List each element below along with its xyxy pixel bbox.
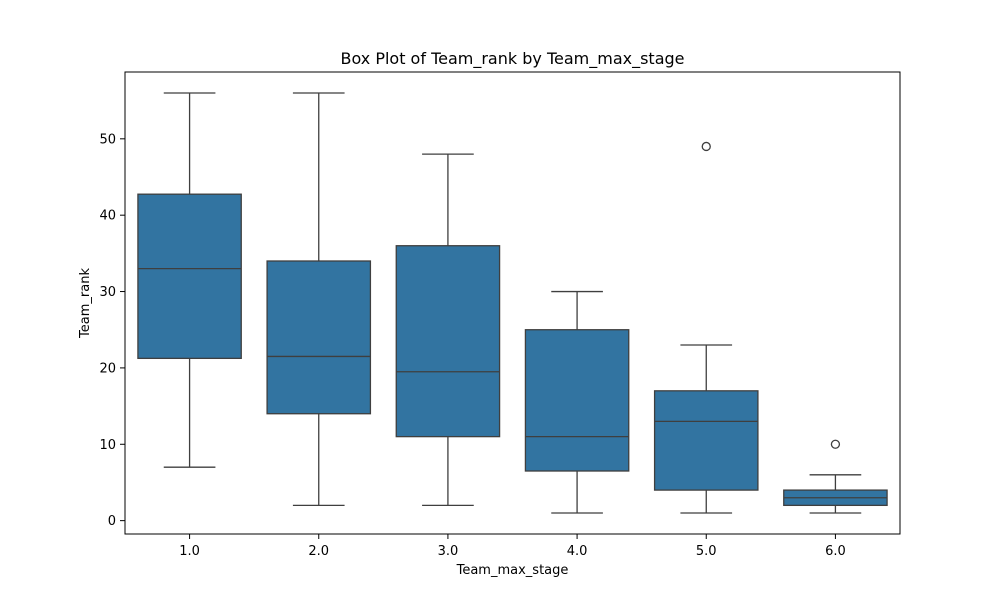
y-tick-label: 40	[99, 209, 116, 224]
box-iqr	[137, 193, 242, 360]
box-iqr	[653, 390, 759, 491]
chart-title: Box Plot of Team_rank by Team_max_stage	[340, 49, 684, 69]
box-group-1-0	[137, 92, 242, 468]
axes: 1.0 2.0 3.0 4.0 5.0 6.0 0 10 20 30 40 50	[99, 132, 845, 559]
box-group-6-0	[783, 439, 888, 514]
plot-content	[137, 92, 888, 514]
box-iqr	[266, 260, 372, 415]
box-group-5-0	[653, 141, 759, 514]
y-axis-label: Team_rank	[78, 268, 93, 339]
box-iqr	[395, 245, 501, 438]
x-tick-label: 2.0	[308, 544, 329, 559]
y-tick-label: 0	[108, 514, 116, 529]
y-tick-label: 30	[99, 285, 116, 300]
box-group-4-0	[524, 290, 630, 514]
x-tick-label: 5.0	[696, 544, 717, 559]
x-tick-label: 4.0	[567, 544, 588, 559]
y-tick-label: 50	[99, 132, 116, 147]
outlier-point	[830, 439, 841, 449]
box-group-2-0	[266, 92, 372, 507]
x-tick-label: 3.0	[438, 544, 459, 559]
box-iqr	[524, 329, 630, 472]
y-tick-label: 20	[99, 361, 116, 376]
box-group-3-0	[395, 153, 501, 507]
x-tick-label: 1.0	[179, 544, 200, 559]
outlier-point	[701, 141, 711, 152]
x-tick-label: 6.0	[825, 544, 846, 559]
plot-frame	[124, 71, 901, 535]
x-axis-label: Team_max_stage	[456, 563, 569, 578]
y-tick-label: 10	[99, 438, 116, 453]
